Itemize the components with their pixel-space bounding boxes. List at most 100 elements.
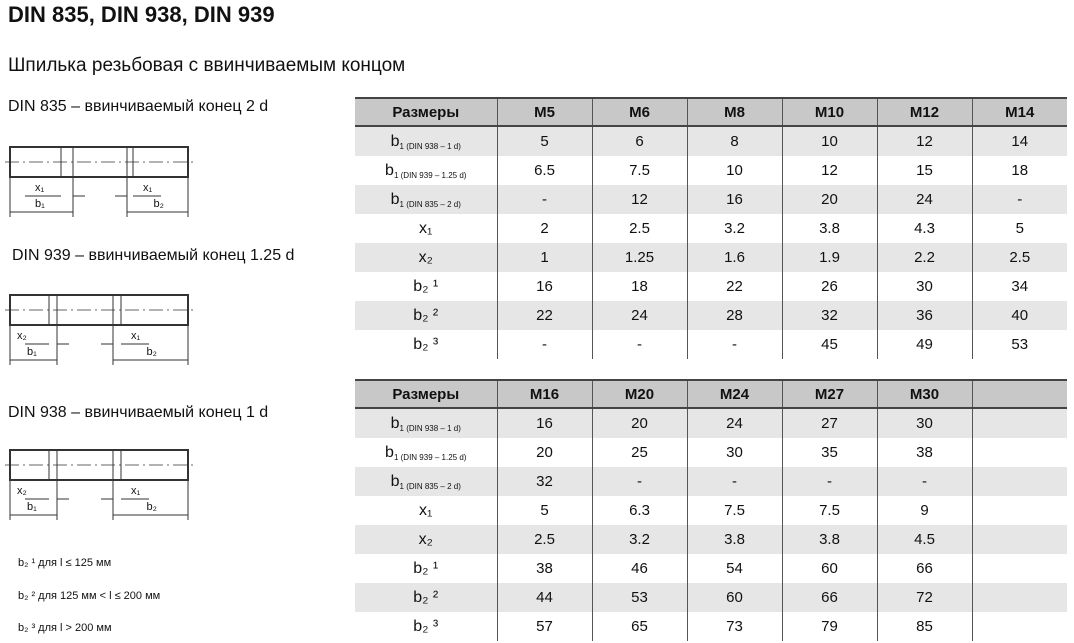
page-subtitle: Шпилька резьбовая с ввинчиваемым концом — [8, 55, 406, 76]
table-row: b₂ ³ 57 65 73 79 85 — [355, 612, 1067, 641]
label-b2: b₂ — [146, 346, 157, 358]
table-cell: 20 — [781, 185, 877, 214]
row-label: x₁ — [355, 214, 497, 243]
table-cell: - — [496, 185, 592, 214]
table-row: b₂ ¹ 16 18 22 26 30 34 — [355, 272, 1067, 301]
row-label-sub: 1 (DIN 938 – 1 d) — [399, 423, 461, 433]
dimensions-table-1: Размеры M5 M6 M8 M10 M12 M14 b1 (DIN 938 – 1 d)… — [355, 97, 1067, 359]
table-cell: 3.2 — [591, 525, 687, 554]
table-cell: - — [686, 467, 782, 496]
row-label: b₂ ³ — [355, 330, 497, 359]
row-label-main: b — [390, 132, 400, 150]
row-label: x₂ — [355, 525, 497, 554]
table-cell — [971, 612, 1067, 641]
row-label-main: b₂ ¹ — [413, 559, 439, 577]
row-label-sub: 1 (DIN 939 – 1.25 d) — [393, 452, 467, 462]
table-cell: 2.5 — [971, 243, 1067, 272]
row-label-main: b — [385, 443, 394, 461]
row-label: x₁ — [355, 496, 497, 525]
row-label-main: b₂ ¹ — [413, 277, 439, 295]
table-cell: 4.3 — [876, 214, 972, 243]
table-cell: 49 — [876, 330, 972, 359]
table-cell: 2.5 — [496, 525, 592, 554]
table-cell: 38 — [496, 554, 592, 583]
table-cell: 20 — [591, 408, 687, 438]
label-b2: b₂ — [146, 501, 157, 513]
table-cell: 44 — [496, 583, 592, 612]
table-cell: 28 — [686, 301, 782, 330]
table-cell: 60 — [781, 554, 877, 583]
table-cell: 79 — [781, 612, 877, 641]
table-cell: 45 — [781, 330, 877, 359]
table-cell: 36 — [876, 301, 972, 330]
table-cell: 66 — [876, 554, 972, 583]
column-header: M8 — [686, 97, 782, 127]
table-cell: 15 — [876, 156, 972, 185]
stud-drawing — [5, 146, 193, 217]
table-cell: 16 — [496, 272, 592, 301]
caption-din939: DIN 939 – ввинчиваемый конец 1.25 d — [12, 247, 295, 264]
table-row: b₂ ¹ 38 46 54 60 66 — [355, 554, 1067, 583]
stud-drawing — [5, 294, 193, 365]
column-header: Размеры — [355, 97, 497, 127]
label-b2: b₂ — [153, 198, 164, 210]
column-header: M12 — [876, 97, 972, 127]
table-cell: 14 — [971, 126, 1067, 156]
row-label-main: b₂ ³ — [413, 335, 439, 353]
row-label: b₂ ¹ — [355, 554, 497, 583]
note-1: b₂ ¹ для l ≤ 125 мм — [18, 557, 112, 569]
table-cell: 66 — [781, 583, 877, 612]
table-cell: 24 — [591, 301, 687, 330]
table-cell: 9 — [876, 496, 972, 525]
row-label-main: b₂ ² — [413, 588, 439, 606]
label-b1: b₁ — [27, 346, 37, 358]
table-cell: 7.5 — [591, 156, 687, 185]
table-row: x₂ 1 1.25 1.6 1.9 2.2 2.5 — [355, 243, 1067, 272]
table-cell: 3.8 — [781, 525, 877, 554]
row-label-sub: 1 (DIN 939 – 1.25 d) — [393, 170, 467, 180]
table-cell: 24 — [686, 408, 782, 438]
table-cell: 53 — [591, 583, 687, 612]
row-label: b₂ ³ — [355, 612, 497, 641]
column-header: M5 — [496, 97, 592, 127]
table-cell — [971, 554, 1067, 583]
table-cell: 1 — [496, 243, 592, 272]
table-cell: 72 — [876, 583, 972, 612]
table-row: b1 (DIN 938 – 1 d) 16 20 24 27 30 — [355, 408, 1067, 438]
column-header: Размеры — [355, 379, 497, 409]
table-cell: - — [876, 467, 972, 496]
table-cell: 22 — [686, 272, 782, 301]
table-row: b₂ ² 44 53 60 66 72 — [355, 583, 1067, 612]
table-cell: 1.6 — [686, 243, 782, 272]
table-cell: 1.9 — [781, 243, 877, 272]
row-label-sub: 1 (DIN 938 – 1 d) — [399, 141, 461, 151]
table-cell: - — [591, 467, 687, 496]
table-cell: 20 — [496, 438, 592, 467]
column-header: M14 — [971, 97, 1067, 127]
table-row: b1 (DIN 938 – 1 d) 5 6 8 10 12 14 — [355, 126, 1067, 156]
table-cell: 54 — [686, 554, 782, 583]
table-row: b₂ ² 22 24 28 32 36 40 — [355, 301, 1067, 330]
table-cell: 32 — [496, 467, 592, 496]
table-cell: 7.5 — [781, 496, 877, 525]
table-row: b1 (DIN 835 – 2 d) 32- - - - — [355, 467, 1067, 496]
table-cell: 73 — [686, 612, 782, 641]
row-label-main: x₁ — [419, 501, 433, 519]
column-header: M20 — [591, 379, 687, 409]
table-cell — [971, 438, 1067, 467]
dimensions-table-2: Размеры M16 M20 M24 M27 M30 b1 (DIN 938 – 1 d)… — [355, 379, 1067, 641]
caption-din835: DIN 835 – ввинчиваемый конец 2 d — [8, 98, 269, 115]
table-cell: 10 — [781, 126, 877, 156]
table-cell: 22 — [496, 301, 592, 330]
stud-drawing — [5, 449, 193, 520]
table-cell: - — [591, 330, 687, 359]
table-cell: 25 — [591, 438, 687, 467]
table-cell: 6.5 — [496, 156, 592, 185]
table-row: x₂ 2.5 3.2 3.8 3.8 4.5 — [355, 525, 1067, 554]
table-cell: 2 — [496, 214, 592, 243]
table-cell: 27 — [781, 408, 877, 438]
table-cell — [971, 408, 1067, 438]
label-x1: x₁ — [131, 330, 141, 342]
table-cell: 2.2 — [876, 243, 972, 272]
row-label: x₂ — [355, 243, 497, 272]
